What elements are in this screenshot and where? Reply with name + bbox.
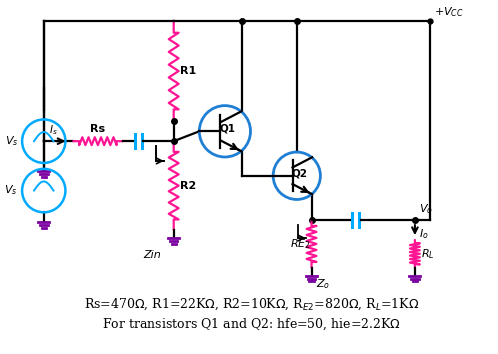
Text: For transistors Q1 and Q2: hfe=50, hie=2.2K$\Omega$: For transistors Q1 and Q2: hfe=50, hie=2… bbox=[102, 316, 401, 332]
Text: $R_L$: $R_L$ bbox=[421, 247, 434, 261]
Text: $I_o$: $I_o$ bbox=[419, 227, 428, 241]
Text: Rs=470$\Omega$, R1=22K$\Omega$, R2=10K$\Omega$, R$_{E2}$=820$\Omega$, R$_L$=1K$\: Rs=470$\Omega$, R1=22K$\Omega$, R2=10K$\… bbox=[84, 296, 419, 312]
Text: Rs: Rs bbox=[90, 124, 106, 134]
Text: R2: R2 bbox=[180, 181, 196, 191]
Text: Zin: Zin bbox=[143, 250, 161, 260]
Text: $+V_{CC}$: $+V_{CC}$ bbox=[434, 5, 463, 19]
Text: Q2: Q2 bbox=[291, 169, 307, 178]
Text: Q1: Q1 bbox=[220, 124, 236, 134]
Text: $RE_2$: $RE_2$ bbox=[290, 237, 311, 251]
Text: $I_s$: $I_s$ bbox=[49, 123, 57, 137]
Text: $Z_o$: $Z_o$ bbox=[316, 278, 331, 291]
Text: $V_o$: $V_o$ bbox=[419, 202, 433, 216]
Text: R1: R1 bbox=[180, 66, 196, 76]
Text: $V_s$: $V_s$ bbox=[3, 184, 17, 198]
Text: $V_s$: $V_s$ bbox=[4, 134, 18, 148]
